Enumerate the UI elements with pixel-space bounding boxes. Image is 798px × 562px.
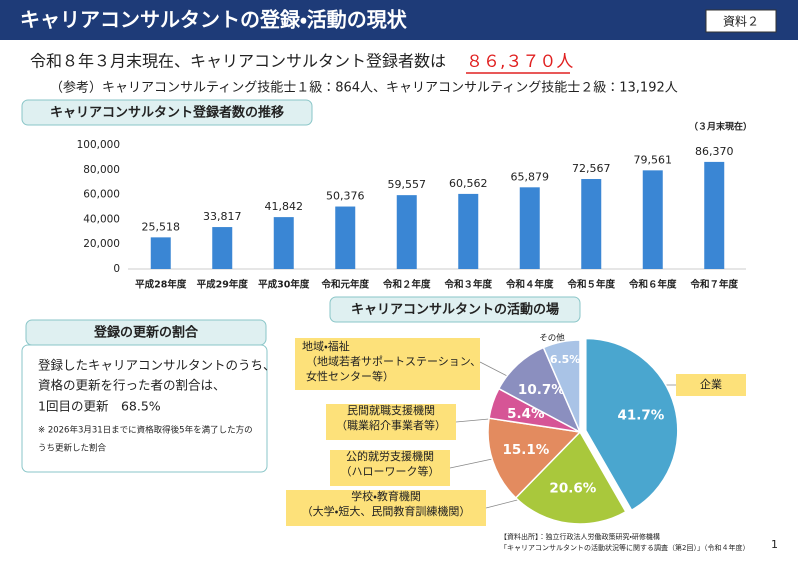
x-tick-label: 令和４年度 [505,279,554,291]
category-note: （職業紹介事業者等） [336,418,446,432]
value-label: 59,557 [388,178,427,191]
x-tick-label: 平成30年度 [258,279,310,291]
badge: 資料２ [723,15,759,29]
renewal-note: うち更新した割合 [38,443,107,454]
y-tick-label: 60,000 [83,189,120,201]
bar [335,206,356,269]
source: 「キャリアコンサルタントの活動状況等に関する調査（第2回）」（令和４年度） [500,543,749,552]
pie-chart-title: キャリアコンサルタントの活動の場 [351,302,559,318]
page-number: 1 [771,538,778,551]
pie-slice [585,337,679,512]
category-label: 民間就職支援機関 [347,403,435,417]
x-tick-label: 令和７年度 [689,279,738,291]
category-note: （ハローワーク等） [341,464,440,478]
callout-box [676,374,746,396]
category-note: （地域若者サポートステーション、 [306,355,481,368]
bar [273,217,294,269]
y-tick-label: 80,000 [83,164,120,176]
value-label: 6.5% [550,353,581,366]
renewal-line: 資格の更新を行った者の割合は、 [38,378,226,393]
renewal-title: 登録の更新の割合 [93,325,199,341]
bar [458,193,479,269]
source: 【資料出所】：独立行政法人労働政策研究・研修機構 [500,532,660,541]
category-label: 企業 [700,377,722,391]
x-tick-label: 令和５年度 [566,279,615,291]
value-label: 41,842 [265,200,304,213]
bar [581,179,602,269]
value-label: 65,879 [511,170,550,183]
y-tick-label: 20,000 [83,238,120,250]
x-tick-label: 令和６年度 [628,279,677,291]
x-tick-label: 令和３年度 [443,279,492,291]
reference: （参考）キャリアコンサルティング技能士１級：864人、キャリアコンサルティング技… [50,81,678,96]
pie-slice [487,417,582,499]
callout-box [286,490,486,526]
bar [704,161,725,269]
value-label: 41.7% [617,408,664,424]
renewal-note: ※ 2026年3月31日までに資格取得後5年を満了した方の [38,425,253,436]
callout-box [330,450,450,486]
section-label-box [21,99,313,126]
pie-slice [542,339,581,433]
value-label: 5.4% [507,406,545,422]
pie-slice [514,430,627,525]
value-label: 33,817 [203,210,242,223]
x-tick-label: 令和２年度 [382,279,431,291]
category-label: 公的就労支援機関 [346,449,434,463]
callout-box [295,338,480,390]
category-label: その他 [539,333,565,344]
header-title: キャリアコンサルタントの登録・活動の現状 [20,8,408,32]
badge-box [705,9,777,33]
y-tick-label: 40,000 [83,213,120,225]
value-label: 20.6% [549,481,596,497]
value-label: 72,567 [572,162,611,175]
value-label: 50,376 [326,190,365,203]
x-tick-label: 平成28年度 [135,279,187,291]
bar-chart-title: キャリアコンサルタント登録者数の推移 [50,105,284,121]
value-label: 79,561 [634,153,673,166]
headline-highlight: ８６,３７０人 [466,52,573,72]
bar [396,195,417,269]
header-bar [0,0,798,40]
bar [519,187,540,269]
x-tick-label: 令和元年度 [320,279,369,291]
value-label: 15.1% [502,442,549,458]
category-note: （大学・短大、民間教育訓練機関） [302,504,471,518]
renewal-line: 登録したキャリアコンサルタントのうち、 [38,358,276,373]
value-label: 25,518 [142,220,181,233]
value-label: 86,370 [695,145,734,158]
section-label-box [329,296,581,323]
category-note: 女性センター等） [306,369,394,383]
x-tick-label: 平成29年度 [197,279,249,291]
headline: 令和８年３月末現在、キャリアコンサルタント登録者数は [30,52,446,71]
bar [212,227,233,269]
value-label: 60,562 [449,177,488,190]
renewal-line: 1回目の更新 68.5% [38,399,161,414]
renewal-box [21,344,268,473]
bar-chart-subtitle: （３月末現在） [689,121,752,133]
bar [150,237,171,269]
category-label: 地域・福祉 [302,339,350,353]
y-tick-label: 0 [113,263,120,275]
value-label: 10.7% [518,382,565,398]
y-tick-label: 100,000 [77,139,120,151]
callout-box [326,404,456,440]
bar [642,170,663,269]
category-label: 学校・教育機関 [351,489,421,503]
